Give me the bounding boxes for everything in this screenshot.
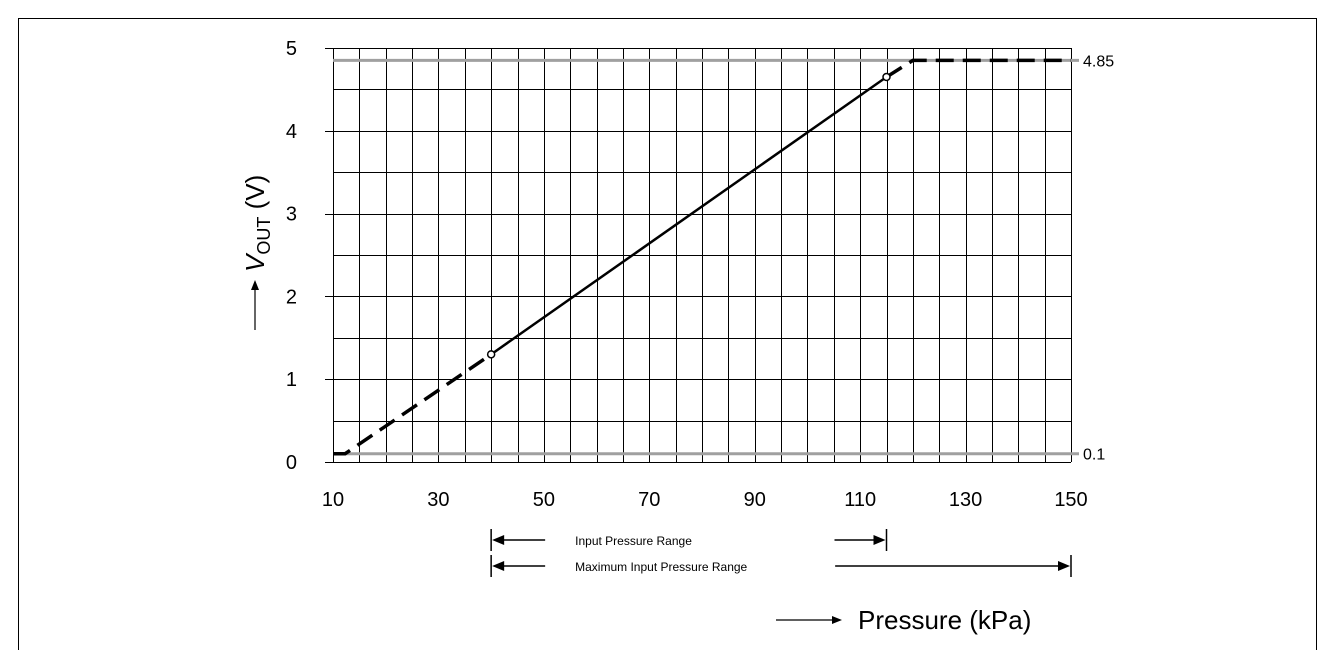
x-axis-title-text: Pressure (kPa): [858, 605, 1031, 635]
x-axis-arrow-head: [832, 616, 842, 624]
reference-line-label: 0.1: [1083, 447, 1105, 464]
y-tick-label: 0: [286, 452, 297, 474]
range-left-arrow-head: [492, 535, 505, 545]
data-point-marker: [486, 350, 496, 359]
series-line-dashed: [885, 58, 1071, 79]
figure-border: [18, 18, 1317, 650]
x-tick-label: 30: [427, 489, 449, 511]
reference-lines: 4.85 0.1: [333, 53, 1114, 464]
series-line-dashed: [333, 352, 493, 456]
y-tick-label: 4: [286, 121, 297, 143]
range-label: Input Pressure Range: [575, 534, 692, 548]
y-axis-title: VOUT (V): [240, 175, 274, 330]
series-line-solid: [490, 75, 888, 356]
x-axis-title: Pressure (kPa): [776, 605, 1031, 635]
y-axis-title-sub: OUT: [254, 217, 274, 255]
svg-text:VOUT (V): VOUT (V): [240, 175, 274, 272]
x-tick-label: 50: [533, 489, 555, 511]
data-series: [333, 58, 1071, 456]
y-tick-labels: 0 1 2 3 4 5: [286, 38, 297, 474]
range-left-arrow-head: [492, 561, 505, 571]
x-tick-label: 150: [1054, 489, 1087, 511]
y-tick-label: 1: [286, 369, 297, 391]
x-tick-labels: 10 30 50 70 90 110 130 150: [322, 489, 1088, 511]
x-tick-label: 10: [322, 489, 344, 511]
pressure-ranges: Input Pressure Range Maximum Input Pressu…: [490, 529, 1072, 577]
y-axis-arrow-head: [251, 280, 259, 290]
x-tick-label: 90: [744, 489, 766, 511]
range-right-arrow-head: [1058, 561, 1070, 571]
y-axis-title-unit: (V): [240, 175, 270, 217]
x-tick-label: 130: [949, 489, 982, 511]
y-tick-label: 2: [286, 286, 297, 308]
data-point-marker: [882, 72, 891, 82]
grid: [325, 48, 1072, 463]
range-right-arrow-head: [873, 535, 886, 545]
y-tick-label: 3: [286, 204, 297, 226]
x-tick-label: 110: [844, 489, 876, 511]
reference-line-label: 4.85: [1083, 53, 1114, 70]
x-tick-label: 70: [638, 489, 660, 511]
y-tick-label: 5: [286, 38, 297, 60]
y-axis-title-main: V: [240, 252, 270, 272]
data-markers: [486, 72, 891, 359]
range-label: Maximum Input Pressure Range: [575, 560, 747, 574]
